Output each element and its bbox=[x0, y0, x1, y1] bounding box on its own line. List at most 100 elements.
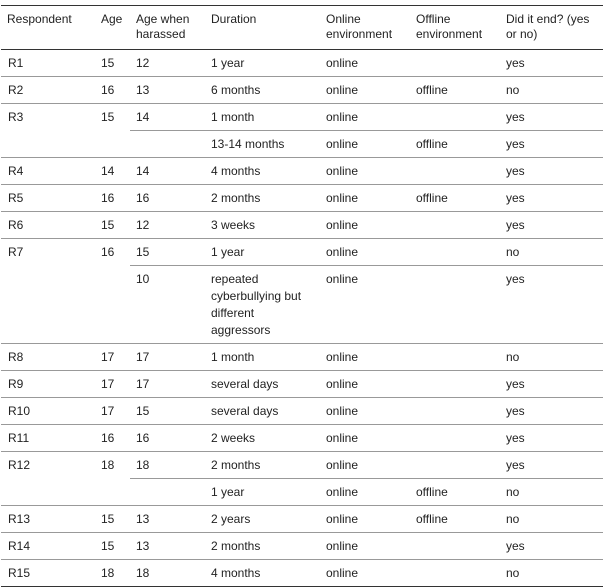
respondent-cell: R1 bbox=[1, 49, 95, 77]
table-subrow: 13-14 months online offline yes bbox=[1, 130, 603, 158]
offline-cell: offline bbox=[410, 505, 500, 533]
ended-cell: yes bbox=[500, 397, 603, 425]
offline-cell: offline bbox=[410, 478, 500, 506]
table-row: R9 17 17 several days online yes bbox=[1, 370, 603, 398]
offline-cell bbox=[410, 103, 500, 131]
age-cell: 17 bbox=[95, 370, 130, 398]
offline-cell bbox=[410, 424, 500, 452]
offline-cell bbox=[410, 238, 500, 266]
table-row: R15 18 18 4 months online no bbox=[1, 559, 603, 587]
ended-cell: yes bbox=[500, 103, 603, 131]
age-when-harassed-cell: 12 bbox=[130, 211, 205, 239]
offline-cell bbox=[410, 265, 500, 344]
table-row: R8 17 17 1 month online no bbox=[1, 343, 603, 371]
ended-cell: yes bbox=[500, 370, 603, 398]
age-when-harassed-cell: 16 bbox=[130, 424, 205, 452]
respondent-cell: R9 bbox=[1, 370, 95, 398]
duration-cell: several days bbox=[205, 397, 320, 425]
table-row: R7 16 15 1 year online no bbox=[1, 238, 603, 344]
ended-cell: yes bbox=[500, 265, 603, 344]
age-when-harassed-cell: 18 bbox=[130, 451, 205, 479]
duration-cell: 2 months bbox=[205, 451, 320, 479]
ended-cell: yes bbox=[500, 211, 603, 239]
respondent-cell: R13 bbox=[1, 505, 95, 533]
age-cell: 15 bbox=[95, 103, 130, 158]
header-age-when-harassed: Age when harassed bbox=[130, 5, 205, 50]
offline-cell bbox=[410, 211, 500, 239]
offline-cell: offline bbox=[410, 76, 500, 104]
offline-cell bbox=[410, 370, 500, 398]
ended-cell: no bbox=[500, 76, 603, 104]
online-cell: online bbox=[320, 103, 410, 131]
online-cell: online bbox=[320, 559, 410, 587]
age-cell: 18 bbox=[95, 451, 130, 506]
ended-cell: no bbox=[500, 343, 603, 371]
age-cell: 14 bbox=[95, 157, 130, 185]
online-cell: online bbox=[320, 157, 410, 185]
age-when-harassed-cell: 16 bbox=[130, 184, 205, 212]
age-cell: 15 bbox=[95, 49, 130, 77]
ended-cell: yes bbox=[500, 130, 603, 158]
respondent-cell: R7 bbox=[1, 238, 95, 344]
age-when-harassed-cell bbox=[130, 130, 205, 158]
age-when-harassed-cell: 13 bbox=[130, 532, 205, 560]
ended-cell: yes bbox=[500, 49, 603, 77]
age-cell: 15 bbox=[95, 505, 130, 533]
age-cell: 16 bbox=[95, 184, 130, 212]
online-cell: online bbox=[320, 532, 410, 560]
age-cell: 17 bbox=[95, 343, 130, 371]
ended-cell: yes bbox=[500, 157, 603, 185]
online-cell: online bbox=[320, 130, 410, 158]
online-cell: online bbox=[320, 505, 410, 533]
duration-cell: repeated cyberbullying but different agg… bbox=[205, 265, 320, 344]
table-row: R1 15 12 1 year online yes bbox=[1, 49, 603, 77]
ended-cell: yes bbox=[500, 451, 603, 479]
age-when-harassed-cell: 10 bbox=[130, 265, 205, 344]
duration-cell: 2 years bbox=[205, 505, 320, 533]
table-row: R14 15 13 2 months online yes bbox=[1, 532, 603, 560]
ended-cell: no bbox=[500, 559, 603, 587]
online-cell: online bbox=[320, 343, 410, 371]
online-cell: online bbox=[320, 211, 410, 239]
respondent-cell: R11 bbox=[1, 424, 95, 452]
age-when-harassed-cell: 17 bbox=[130, 343, 205, 371]
age-cell: 16 bbox=[95, 424, 130, 452]
duration-cell: 1 month bbox=[205, 343, 320, 371]
respondent-cell: R15 bbox=[1, 559, 95, 587]
respondent-cell: R2 bbox=[1, 76, 95, 104]
online-cell: online bbox=[320, 238, 410, 266]
age-when-harassed-cell: 18 bbox=[130, 559, 205, 587]
table-row: R5 16 16 2 months online offline yes bbox=[1, 184, 603, 212]
age-when-harassed-cell: 13 bbox=[130, 76, 205, 104]
offline-cell bbox=[410, 49, 500, 77]
ended-cell: yes bbox=[500, 184, 603, 212]
duration-cell: 3 weeks bbox=[205, 211, 320, 239]
header-age: Age bbox=[95, 5, 130, 50]
respondent-cell: R4 bbox=[1, 157, 95, 185]
table-subrow: 1 year online offline no bbox=[1, 478, 603, 506]
header-online-environment: Online environment bbox=[320, 5, 410, 50]
duration-cell: 4 months bbox=[205, 559, 320, 587]
duration-cell: 1 month bbox=[205, 103, 320, 131]
duration-cell: 2 months bbox=[205, 532, 320, 560]
header-row: Respondent Age Age when harassed Duratio… bbox=[1, 5, 603, 50]
table-row: R2 16 13 6 months online offline no bbox=[1, 76, 603, 104]
online-cell: online bbox=[320, 370, 410, 398]
ended-cell: no bbox=[500, 478, 603, 506]
age-cell: 16 bbox=[95, 238, 130, 344]
header-duration: Duration bbox=[205, 5, 320, 50]
duration-cell: 1 year bbox=[205, 478, 320, 506]
age-cell: 16 bbox=[95, 76, 130, 104]
header-offline-environment: Offline environment bbox=[410, 5, 500, 50]
offline-cell bbox=[410, 559, 500, 587]
table-row: R6 15 12 3 weeks online yes bbox=[1, 211, 603, 239]
table-row: R10 17 15 several days online yes bbox=[1, 397, 603, 425]
table-row: R13 15 13 2 years online offline no bbox=[1, 505, 603, 533]
respondents-table: Respondent Age Age when harassed Duratio… bbox=[1, 5, 603, 587]
online-cell: online bbox=[320, 424, 410, 452]
respondent-cell: R6 bbox=[1, 211, 95, 239]
duration-cell: several days bbox=[205, 370, 320, 398]
online-cell: online bbox=[320, 397, 410, 425]
offline-cell bbox=[410, 343, 500, 371]
age-cell: 17 bbox=[95, 397, 130, 425]
